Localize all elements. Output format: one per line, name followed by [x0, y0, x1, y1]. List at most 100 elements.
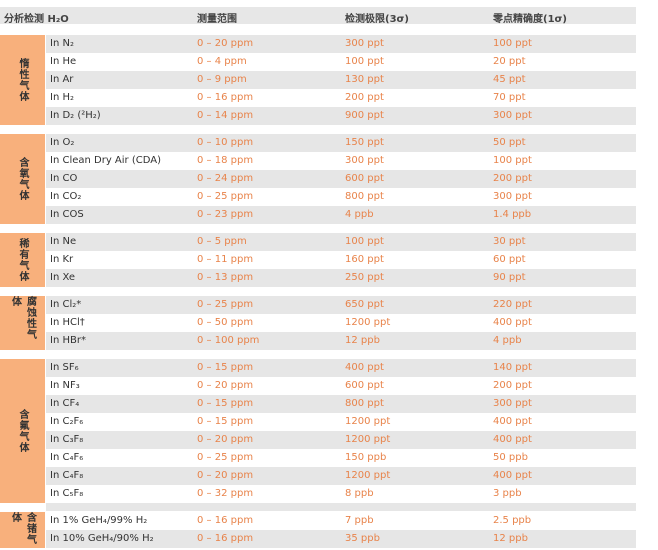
cell-range: 0 – 32 ppm — [197, 488, 254, 499]
group-label: 含锗气体 — [0, 512, 45, 548]
cell-lod: 600 ppt — [345, 173, 384, 184]
cell-precision: 30 ppt — [493, 236, 526, 247]
table-row: In CF₄ 0 – 15 ppm 800 ppt 300 ppt — [46, 395, 636, 413]
group-label-text: 含氟气体 — [17, 409, 28, 453]
cell-precision: 100 ppt — [493, 155, 532, 166]
cell-lod: 900 ppt — [345, 110, 384, 121]
cell-gas: In NF₃ — [50, 380, 80, 391]
cell-precision: 70 ppt — [493, 92, 526, 103]
cell-gas: In Ne — [50, 236, 77, 247]
cell-gas: In 1% GeH₄/99% H₂ — [50, 515, 148, 526]
cell-precision: 45 ppt — [493, 74, 526, 85]
cell-range: 0 – 23 ppm — [197, 209, 254, 220]
table-row: In 10% GeH₄/90% H₂ 0 – 16 ppm 35 ppb 12 ppb — [46, 530, 636, 548]
cell-lod: 1200 ppt — [345, 416, 391, 427]
cell-gas: In COS — [50, 209, 84, 220]
table-row: In Clean Dry Air (CDA) 0 – 18 ppm 300 ppt 1… — [46, 152, 636, 170]
cell-range: 0 – 14 ppm — [197, 110, 254, 121]
cell-lod: 150 ppt — [345, 137, 384, 148]
cell-lod: 100 ppt — [345, 56, 384, 67]
group-label: 惰性气体 — [0, 35, 45, 125]
gas-group: 含氧气体 In O₂ 0 – 10 ppm 150 ppt 50 ppt In Clean… — [0, 134, 636, 224]
cell-lod: 35 ppb — [345, 533, 380, 544]
table-row: In HCl† 0 – 50 ppm 1200 ppt 400 ppt — [46, 314, 636, 332]
cell-lod: 250 ppt — [345, 272, 384, 283]
header-precision: 零点精确度(1σ) — [493, 14, 567, 25]
cell-gas: In Clean Dry Air (CDA) — [50, 155, 161, 166]
cell-precision: 50 ppb — [493, 452, 528, 463]
cell-range: 0 – 25 ppm — [197, 191, 254, 202]
cell-lod: 800 ppt — [345, 191, 384, 202]
cell-gas: In H₂ — [50, 92, 74, 103]
cell-precision: 60 ppt — [493, 254, 526, 265]
cell-range: 0 – 18 ppm — [197, 155, 254, 166]
group-label-text: 稀有气体 — [17, 238, 28, 282]
cell-gas: In Cl₂* — [50, 299, 82, 310]
cell-range: 0 – 16 ppm — [197, 533, 254, 544]
cell-gas: In HBr* — [50, 335, 86, 346]
cell-gas: In C₂F₆ — [50, 416, 84, 427]
group-label-text: 腐蚀性气体 — [9, 296, 36, 340]
cell-precision: 90 ppt — [493, 272, 526, 283]
cell-precision: 400 ppt — [493, 434, 532, 445]
cell-gas: In Ar — [50, 74, 74, 85]
cell-range: 0 – 16 ppm — [197, 92, 254, 103]
cell-lod: 4 ppb — [345, 209, 374, 220]
cell-range: 0 – 24 ppm — [197, 173, 254, 184]
cell-range: 0 – 50 ppm — [197, 317, 254, 328]
table-row: In Ne 0 – 5 ppm 100 ppt 30 ppt — [46, 233, 636, 251]
cell-range: 0 – 20 ppm — [197, 38, 254, 49]
table-row: In N₂ 0 – 20 ppm 300 ppt 100 ppt — [46, 35, 636, 53]
cell-range: 0 – 20 ppm — [197, 470, 254, 481]
table-row: In CO 0 – 24 ppm 600 ppt 200 ppt — [46, 170, 636, 188]
cell-lod: 150 ppb — [345, 452, 387, 463]
table-row: In H₂ 0 – 16 ppm 200 ppt 70 ppt — [46, 89, 636, 107]
cell-gas: In CF₄ — [50, 398, 80, 409]
cell-precision: 140 ppt — [493, 362, 532, 373]
cell-gas: In He — [50, 56, 77, 67]
cell-gas: In CO — [50, 173, 78, 184]
table-row: In SF₆ 0 – 15 ppm 400 ppt 140 ppt — [46, 359, 636, 377]
cell-lod: 7 ppb — [345, 515, 374, 526]
cell-range: 0 – 15 ppm — [197, 416, 254, 427]
cell-range: 0 – 100 ppm — [197, 335, 260, 346]
cell-lod: 12 ppb — [345, 335, 380, 346]
cell-precision: 20 ppt — [493, 56, 526, 67]
group-label: 含氧气体 — [0, 134, 45, 224]
group-label: 含氟气体 — [0, 359, 45, 503]
cell-gas: In C₅F₈ — [50, 488, 84, 499]
table-row: In C₅F₈ 0 – 32 ppm 8 ppb 3 ppb — [46, 485, 636, 503]
gas-group: 惰性气体 In N₂ 0 – 20 ppm 300 ppt 100 ppt In He 0 … — [0, 35, 636, 125]
cell-gas: In CO₂ — [50, 191, 82, 202]
cell-precision: 400 ppt — [493, 416, 532, 427]
table-row: In COS 0 – 23 ppm 4 ppb 1.4 ppb — [46, 206, 636, 224]
cell-precision: 300 ppt — [493, 191, 532, 202]
cell-gas: In Xe — [50, 272, 76, 283]
group-label-text: 含氧气体 — [17, 157, 28, 201]
header-range: 测量范围 — [197, 14, 237, 25]
cell-lod: 300 ppt — [345, 155, 384, 166]
cell-precision: 400 ppt — [493, 317, 532, 328]
table-row: In He 0 – 4 ppm 100 ppt 20 ppt — [46, 53, 636, 71]
group-label-text: 含锗气体 — [9, 512, 36, 545]
table-row: In Cl₂* 0 – 25 ppm 650 ppt 220 ppt — [46, 296, 636, 314]
cell-gas: In C₄F₈ — [50, 470, 84, 481]
group-label-text: 惰性气体 — [17, 58, 28, 102]
cell-lod: 130 ppt — [345, 74, 384, 85]
cell-gas: In C₃F₈ — [50, 434, 84, 445]
cell-gas: In O₂ — [50, 137, 75, 148]
cell-range: 0 – 5 ppm — [197, 236, 247, 247]
cell-precision: 400 ppt — [493, 470, 532, 481]
gas-group: 含氟气体 In SF₆ 0 – 15 ppm 400 ppt 140 ppt In NF₃… — [0, 359, 636, 503]
cell-precision: 12 ppb — [493, 533, 528, 544]
cell-precision: 220 ppt — [493, 299, 532, 310]
cell-lod: 1200 ppt — [345, 470, 391, 481]
cell-range: 0 – 9 ppm — [197, 74, 247, 85]
cell-gas: In Kr — [50, 254, 74, 265]
cell-range: 0 – 16 ppm — [197, 515, 254, 526]
table-row: In C₃F₈ 0 – 20 ppm 1200 ppt 400 ppt — [46, 431, 636, 449]
cell-range: 0 – 20 ppm — [197, 434, 254, 445]
cell-lod: 650 ppt — [345, 299, 384, 310]
cell-range: 0 – 4 ppm — [197, 56, 247, 67]
cell-lod: 300 ppt — [345, 38, 384, 49]
